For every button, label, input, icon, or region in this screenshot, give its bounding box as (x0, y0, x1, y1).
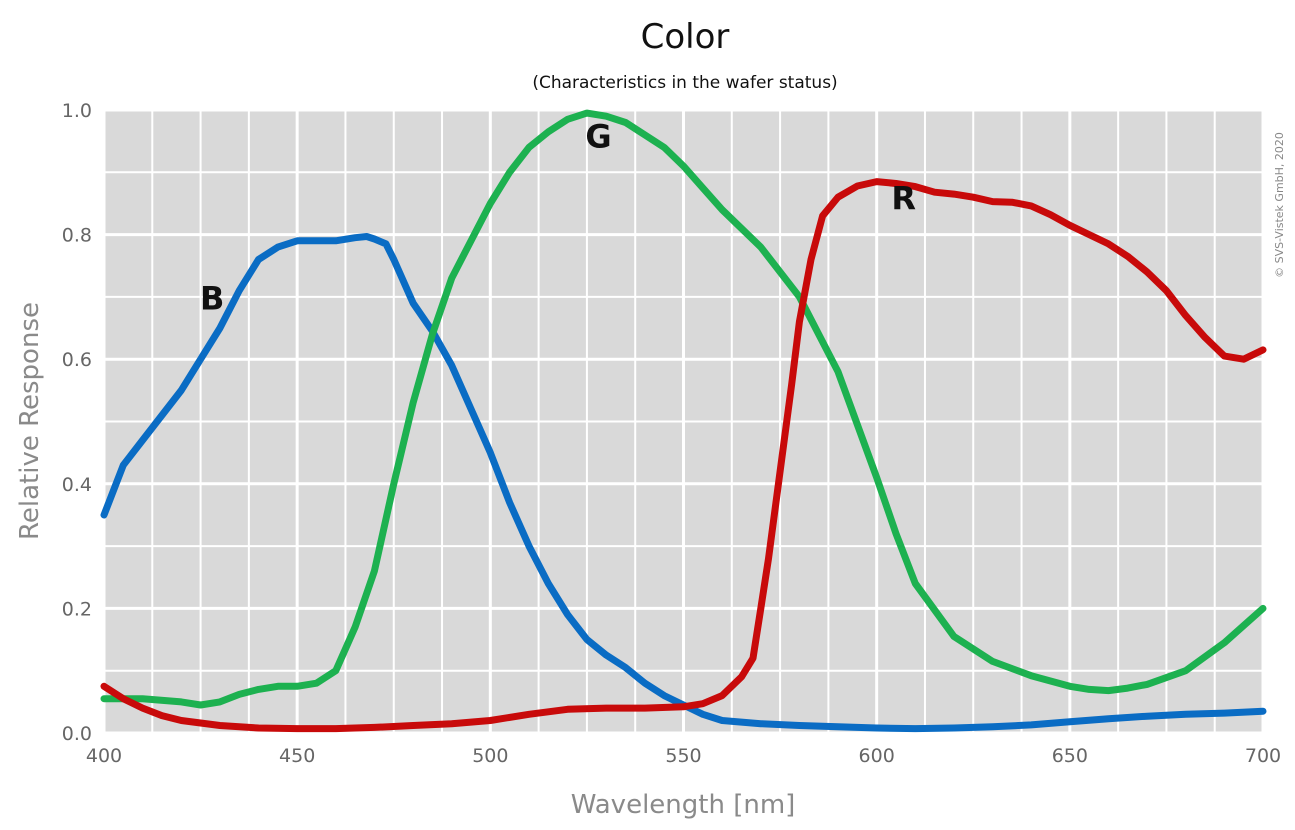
series-g-label: G (585, 117, 611, 155)
x-tick-label: 500 (472, 745, 508, 767)
series-r-line (100, 178, 1267, 733)
curve-labels: B G R (200, 117, 916, 317)
y-tick-label: 0.4 (62, 474, 92, 496)
x-tick-label: 650 (1052, 745, 1088, 767)
series-b-line (100, 233, 1267, 733)
chart-subtitle: (Characteristics in the wafer status) (532, 73, 837, 93)
x-tick-labels: 400 450 500 550 600 650 700 (86, 745, 1281, 767)
x-tick-label: 400 (86, 745, 122, 767)
y-tick-label: 1.0 (62, 100, 92, 122)
x-tick-label: 600 (859, 745, 895, 767)
copyright-notice: © SVS-Vistek GmbH, 2020 (1273, 132, 1286, 278)
curves (100, 109, 1267, 733)
series-g-line (100, 109, 1267, 709)
grid (102, 108, 1265, 735)
y-tick-label: 0.0 (62, 723, 92, 745)
y-tick-label: 0.8 (62, 225, 92, 247)
y-tick-label: 0.2 (62, 598, 92, 620)
y-tick-label: 0.6 (62, 349, 92, 371)
series-r-label: R (891, 180, 916, 218)
y-tick-labels: 0.0 0.2 0.4 0.6 0.8 1.0 (62, 100, 92, 745)
x-axis-label: Wavelength [nm] (571, 790, 796, 820)
x-tick-label: 700 (1245, 745, 1281, 767)
x-tick-label: 450 (279, 745, 315, 767)
series-b-label: B (200, 279, 224, 317)
x-tick-label: 550 (665, 745, 701, 767)
chart-title: Color (641, 17, 730, 57)
y-axis-label: Relative Response (15, 302, 45, 540)
